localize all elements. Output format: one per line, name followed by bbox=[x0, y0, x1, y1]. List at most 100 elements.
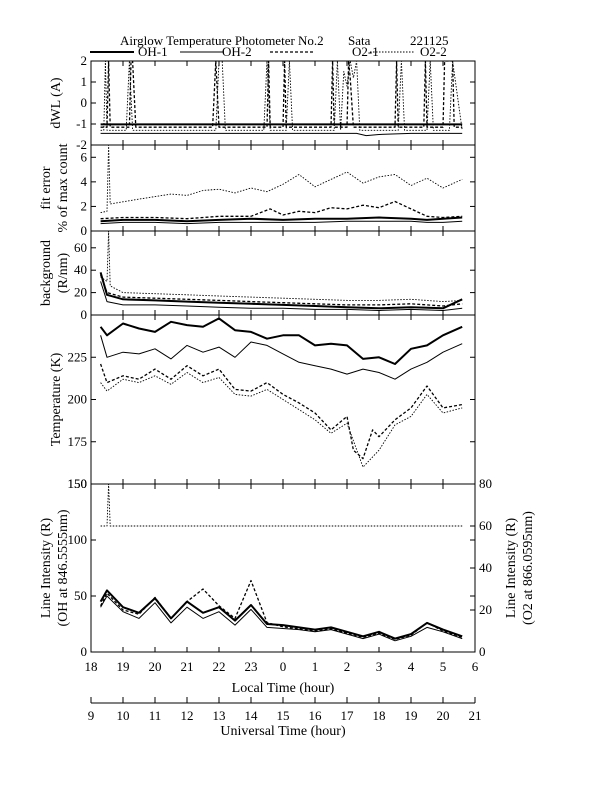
x-local-tick-label: 2 bbox=[344, 659, 351, 674]
series-line-o2-1 bbox=[100, 61, 463, 128]
legend-label-o2-2: O2-2 bbox=[420, 44, 447, 59]
x-local-tick-label: 20 bbox=[149, 659, 162, 674]
y-tick-label: 40 bbox=[74, 262, 87, 277]
panel-frame bbox=[90, 483, 476, 653]
series-line-o2-2 bbox=[100, 61, 463, 131]
x-ut-tick-label: 11 bbox=[149, 708, 162, 723]
x-local-tick-label: 21 bbox=[181, 659, 194, 674]
y-label-2: (OH at 846.5555nm) bbox=[56, 509, 71, 626]
x-ut-label: Universal Time (hour) bbox=[220, 724, 346, 739]
series-line-oh-1 bbox=[100, 216, 463, 223]
y-label: Temperature (K) bbox=[49, 352, 64, 446]
series-line-oh-2 bbox=[100, 595, 463, 642]
x-ut-tick-label: 13 bbox=[213, 708, 226, 723]
series-line-o2-2 bbox=[100, 372, 463, 468]
y-tick-label: 50 bbox=[74, 588, 87, 603]
y-tick-label: 0 bbox=[81, 644, 88, 659]
y-tick-label: 100 bbox=[68, 532, 88, 547]
series-line-o2-1 bbox=[99, 274, 463, 307]
series-line-o2-1 bbox=[100, 579, 463, 641]
x-local-tick-label: 18 bbox=[85, 659, 98, 674]
y-tick-label: 225 bbox=[68, 349, 88, 364]
y-tick-label: 150 bbox=[68, 476, 88, 491]
x-local-tick-label: 19 bbox=[117, 659, 130, 674]
figure-site: Sata bbox=[348, 33, 371, 48]
panel-3: 0 20 40 60 background (R/nm) bbox=[39, 230, 476, 322]
series-line-oh-2 bbox=[100, 132, 463, 137]
legend: OH-1 OH-2 O2-1 O2-2 bbox=[90, 44, 447, 59]
y-tick-label: 0 bbox=[81, 223, 88, 238]
panel-1: -2 -1 0 1 2 dWL (A) bbox=[49, 53, 476, 152]
y2-label: Line Intensity (R) bbox=[504, 518, 519, 619]
x-local-tick-label: 23 bbox=[245, 659, 258, 674]
y2-tick-label: 80 bbox=[479, 476, 492, 491]
x-ut-tick-label: 9 bbox=[88, 708, 95, 723]
y-label: Line Intensity (R) bbox=[39, 518, 54, 619]
x-local-tick-label: 4 bbox=[408, 659, 415, 674]
series-line-oh-2 bbox=[100, 335, 463, 380]
legend-label-oh-1: OH-1 bbox=[138, 44, 168, 59]
y-label: background bbox=[39, 240, 54, 306]
x-ut-tick-label: 20 bbox=[437, 708, 450, 723]
y2-tick-label: 0 bbox=[479, 644, 486, 659]
panel-frame bbox=[90, 144, 476, 232]
x-local-label: Local Time (hour) bbox=[232, 681, 335, 696]
y-tick-label: 2 bbox=[81, 198, 88, 213]
series-line-o2-1 bbox=[99, 363, 463, 460]
x-ut-tick-label: 19 bbox=[405, 708, 418, 723]
y-tick-label: 1 bbox=[81, 74, 88, 89]
y-label: fit error bbox=[39, 166, 54, 209]
x-local-tick-label: 0 bbox=[280, 659, 287, 674]
series-line-oh-1 bbox=[99, 317, 463, 365]
y2-tick-label: 20 bbox=[479, 602, 492, 617]
x-ut-tick-label: 17 bbox=[341, 708, 355, 723]
x-local-tick-label: 6 bbox=[472, 659, 479, 674]
y-label-2: (R/nm) bbox=[56, 252, 71, 293]
y-tick-label: 0 bbox=[81, 307, 88, 322]
series-line-oh-2 bbox=[100, 281, 463, 311]
panel-frame bbox=[90, 60, 476, 146]
series-line-o2-2 bbox=[100, 231, 463, 303]
y-tick-label: -2 bbox=[76, 137, 87, 152]
x-ut-tick-label: 15 bbox=[277, 708, 290, 723]
x-local-tick-label: 3 bbox=[376, 659, 383, 674]
y2-label-2: (O2 at 866.0595nm) bbox=[521, 511, 536, 625]
y-tick-label: 200 bbox=[68, 392, 88, 407]
y-label-2: % of max count bbox=[56, 143, 71, 232]
legend-label-o2-1: O2-1 bbox=[352, 44, 379, 59]
figure-title: Airglow Temperature Photometer No.2 bbox=[120, 33, 324, 48]
series-line-o2-1 bbox=[100, 200, 463, 220]
series-line-o2-2 bbox=[100, 145, 463, 214]
panel-4: 150 175 200 225 Temperature (K) bbox=[49, 314, 476, 491]
y-tick-label: 4 bbox=[81, 174, 88, 189]
x-ut-tick-label: 12 bbox=[181, 708, 194, 723]
x-local-tick-label: 1 bbox=[312, 659, 319, 674]
y-tick-label: 2 bbox=[81, 53, 88, 68]
y-tick-label: 0 bbox=[81, 95, 88, 110]
x-ut-tick-label: 21 bbox=[469, 708, 482, 723]
panel-2: 0 2 4 6 fit error% of max count bbox=[39, 143, 476, 238]
x-local-tick-label: 5 bbox=[440, 659, 447, 674]
y-tick-label: 175 bbox=[68, 434, 88, 449]
series-line-oh-1 bbox=[99, 272, 463, 310]
y-tick-label: 20 bbox=[74, 285, 87, 300]
x-axes: Local Time (hour) Universal Time (hour) … bbox=[85, 659, 482, 739]
series-group bbox=[99, 231, 463, 311]
figure-date: 221125 bbox=[410, 33, 449, 48]
y2-tick-label: 40 bbox=[479, 560, 492, 575]
x-ut-tick-label: 10 bbox=[117, 708, 130, 723]
series-group bbox=[99, 317, 463, 468]
legend-label-oh-2: OH-2 bbox=[222, 44, 252, 59]
x-ut-tick-label: 14 bbox=[245, 708, 259, 723]
series-group bbox=[100, 145, 463, 225]
y2-tick-label: 60 bbox=[479, 518, 492, 533]
series-group bbox=[100, 61, 463, 137]
y-tick-label: 6 bbox=[81, 149, 88, 164]
y-tick-label: -1 bbox=[76, 116, 87, 131]
x-ut-tick-label: 16 bbox=[309, 708, 323, 723]
x-local-tick-label: 22 bbox=[213, 659, 226, 674]
series-line-o2-2 bbox=[100, 484, 463, 527]
series-group bbox=[99, 484, 463, 642]
